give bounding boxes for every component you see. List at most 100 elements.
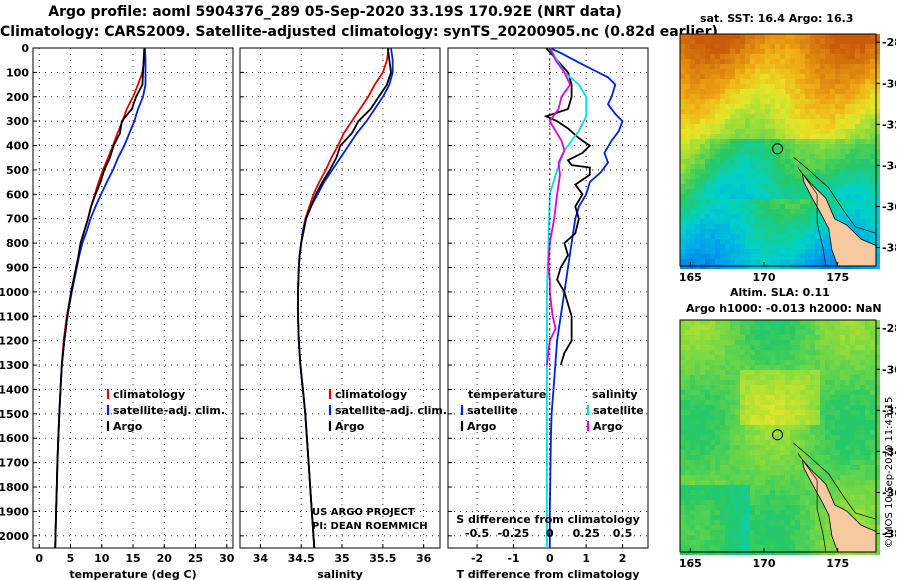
sst-map-cell [725, 79, 730, 84]
sla-map-cell [870, 340, 875, 345]
sst-map-cell [855, 144, 860, 149]
sla-map-cell [730, 470, 735, 475]
sst-map-cell [835, 139, 840, 144]
sla-map-cell [740, 405, 745, 410]
sst-map-cell [845, 124, 850, 129]
sst-map-cell [710, 129, 715, 134]
sla-map-cell [680, 360, 685, 365]
sst-map-cell [725, 239, 730, 244]
sst-map-cell [785, 194, 790, 199]
sst-map-cell [715, 259, 720, 264]
sst-map-cell [875, 149, 880, 154]
sst-map-cell [735, 159, 740, 164]
sst-map-cell [760, 144, 765, 149]
sla-map-cell [840, 335, 845, 340]
sst-map-cell [700, 254, 705, 259]
sla-map-cell [750, 330, 755, 335]
sla-map-cell [720, 450, 725, 455]
sst-map-cell [685, 134, 690, 139]
sla-map-cell [805, 330, 810, 335]
sst-map-cell [720, 134, 725, 139]
sst-map-cell [805, 34, 810, 39]
sla-map-cell [720, 430, 725, 435]
sla-map-cell [875, 535, 880, 540]
sla-map-cell [685, 445, 690, 450]
sst-map-cell [805, 94, 810, 99]
sla-map-cell [750, 435, 755, 440]
sla-map-cell [780, 340, 785, 345]
sst-map-cell [685, 204, 690, 209]
sla-map-cell [720, 415, 725, 420]
sla-map-cell [680, 440, 685, 445]
sla-map-cell [835, 460, 840, 465]
sla-map-cell [775, 490, 780, 495]
sla-map-cell [750, 515, 755, 520]
sst-map-cell [845, 129, 850, 134]
sla-map-cell [755, 385, 760, 390]
sst-map-cell [680, 134, 685, 139]
sst-map-cell [790, 229, 795, 234]
sla-map-cell [710, 460, 715, 465]
sla-map-cell [765, 475, 770, 480]
sla-map-cell [760, 320, 765, 325]
sla-map-cell [830, 375, 835, 380]
sst-map-cell [870, 214, 875, 219]
sst-map-cell [745, 104, 750, 109]
sst-map-cell [775, 74, 780, 79]
sst-map-cell [870, 99, 875, 104]
sla-map-cell [875, 445, 880, 450]
sst-map-cell [775, 134, 780, 139]
sst-map-cell [680, 224, 685, 229]
sla-map-cell [830, 445, 835, 450]
sst-map-cell [710, 219, 715, 224]
sst-map-cell [830, 189, 835, 194]
sst-map-cell [855, 229, 860, 234]
sst-map-cell [840, 174, 845, 179]
sst-map-cell [750, 69, 755, 74]
sst-map-cell [725, 154, 730, 159]
sla-map-cell [785, 320, 790, 325]
sla-map-cell [800, 430, 805, 435]
sst-map-cell [875, 74, 880, 79]
sla-map-cell [815, 355, 820, 360]
sla-map-cell [850, 455, 855, 460]
sla-map-cell [740, 520, 745, 525]
sst-map-cell [745, 49, 750, 54]
sla-map-cell [820, 470, 825, 475]
sla-map-cell [720, 385, 725, 390]
sst-map-cell [810, 34, 815, 39]
sst-map-cell [760, 224, 765, 229]
sla-map-cell [805, 335, 810, 340]
sst-map-cell [740, 79, 745, 84]
diff-legend-t-sat-label: satellite [467, 404, 518, 417]
sst-map-cell [745, 179, 750, 184]
sla-map-cell [815, 325, 820, 330]
sla-map-cell [690, 325, 695, 330]
sla-map-cell [830, 425, 835, 430]
sla-map-cell [810, 540, 815, 545]
sla-map-cell [760, 375, 765, 380]
sst-map-cell [740, 224, 745, 229]
sla-map-cell [705, 520, 710, 525]
difference-series-s-satellite [546, 47, 588, 548]
sst-map-cell [800, 164, 805, 169]
sla-map-cell [740, 450, 745, 455]
sla-map-cell [735, 345, 740, 350]
sla-map-cell [840, 330, 845, 335]
sst-map-cell [740, 129, 745, 134]
sst-map-cell [875, 164, 880, 169]
sla-map-cell [775, 380, 780, 385]
sst-map-cell [680, 214, 685, 219]
sst-map-cell [690, 159, 695, 164]
sst-map-cell [805, 79, 810, 84]
sla-map-cell [860, 380, 865, 385]
sla-map-cell [785, 345, 790, 350]
sla-map-cell [745, 535, 750, 540]
sla-map-cell [715, 540, 720, 545]
sla-map-cell [740, 540, 745, 545]
sla-map-cell [710, 455, 715, 460]
sla-map-cell [715, 520, 720, 525]
sst-map-cell [730, 34, 735, 39]
sla-map-cell [690, 510, 695, 515]
sla-map-cell [700, 485, 705, 490]
